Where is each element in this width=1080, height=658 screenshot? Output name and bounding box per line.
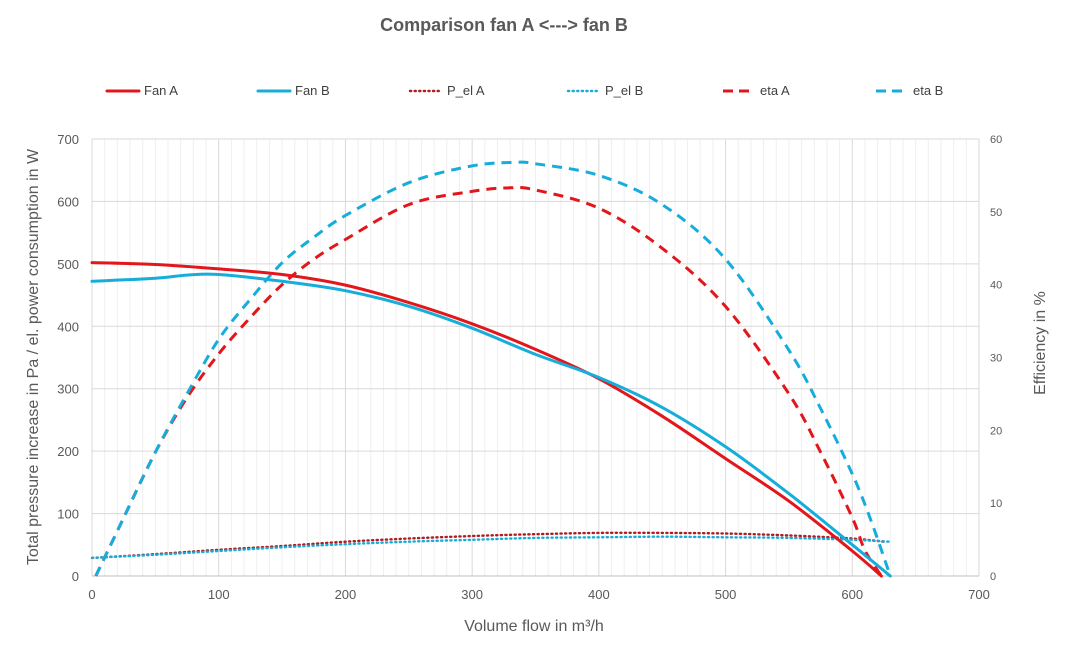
y-axis-title: Total pressure increase in Pa / el. powe… xyxy=(25,148,42,565)
x-tick-label: 100 xyxy=(208,587,230,602)
y-tick-label: 300 xyxy=(57,382,79,397)
legend-item-p-el-b: P_el B xyxy=(566,83,643,98)
legend-label: Fan B xyxy=(295,83,330,98)
x-axis-title: Volume flow in m³/h xyxy=(464,618,604,635)
x-tick-label: 500 xyxy=(715,587,737,602)
series-line-fan-b xyxy=(90,272,892,578)
series-line-eta-a xyxy=(94,186,883,577)
legend-label: Fan A xyxy=(144,83,178,98)
y-tick-label: 700 xyxy=(57,132,79,147)
legend-item-fan-b: Fan B xyxy=(256,83,330,98)
legend-item-p-el-a: P_el A xyxy=(408,83,485,98)
legend: Fan A Fan B P_el A P_el B eta A eta B xyxy=(105,83,943,98)
x-tick-label: 700 xyxy=(968,587,990,602)
legend-item-eta-b: eta B xyxy=(876,83,943,98)
y2-tick-label: 10 xyxy=(990,498,1002,510)
chart-title: Comparison fan A <---> fan B xyxy=(380,15,628,35)
series-line-fan-a xyxy=(90,261,883,578)
legend-label: eta B xyxy=(913,83,943,98)
gridlines xyxy=(91,138,980,577)
y2-tick-label: 20 xyxy=(990,425,1002,437)
tick-labels: 0 100 200 300 400 500 600 700010020030040050060… xyxy=(57,132,1002,602)
legend-label: P_el A xyxy=(447,83,485,98)
y-tick-label: 200 xyxy=(57,444,79,459)
y2-tick-label: 50 xyxy=(990,207,1002,219)
y-tick-label: 100 xyxy=(57,507,79,522)
y2-tick-label: 40 xyxy=(990,280,1002,292)
legend-item-fan-a: Fan A xyxy=(105,83,178,98)
y2-tick-label: 30 xyxy=(990,353,1002,365)
plot-area xyxy=(90,160,892,578)
y-tick-label: 400 xyxy=(57,319,79,334)
x-tick-label: 300 xyxy=(461,587,483,602)
y-tick-label: 600 xyxy=(57,194,79,209)
series-line-p-el-a xyxy=(90,531,886,560)
x-tick-label: 0 xyxy=(88,587,95,602)
x-tick-label: 400 xyxy=(588,587,610,602)
x-tick-label: 200 xyxy=(335,587,357,602)
y2-tick-label: 60 xyxy=(990,134,1002,146)
y2-tick-label: 0 xyxy=(990,571,996,583)
legend-item-eta-a: eta A xyxy=(723,83,790,98)
legend-label: P_el B xyxy=(605,83,643,98)
y-tick-label: 0 xyxy=(72,569,79,584)
y-tick-label: 500 xyxy=(57,257,79,272)
y2-axis-title: Efficiency in % xyxy=(1032,291,1049,395)
x-tick-label: 600 xyxy=(841,587,863,602)
legend-label: eta A xyxy=(760,83,790,98)
series-line-p-el-b xyxy=(90,535,892,560)
